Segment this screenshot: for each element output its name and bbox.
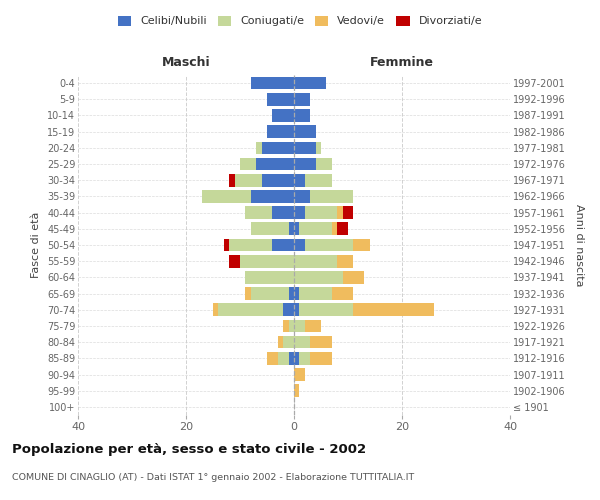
Bar <box>337 206 343 219</box>
Bar <box>251 288 289 300</box>
Bar <box>240 158 256 170</box>
Bar <box>229 238 272 252</box>
Bar <box>294 368 305 381</box>
Bar <box>294 320 305 332</box>
Bar <box>305 320 321 332</box>
Y-axis label: Anni di nascita: Anni di nascita <box>574 204 584 286</box>
Legend: Celibi/Nubili, Coniugati/e, Vedovi/e, Divorziati/e: Celibi/Nubili, Coniugati/e, Vedovi/e, Di… <box>118 16 482 26</box>
Bar <box>267 352 278 364</box>
Bar <box>278 352 289 364</box>
Bar <box>305 238 353 252</box>
Bar <box>289 352 294 364</box>
Bar <box>294 288 299 300</box>
Bar <box>229 174 235 186</box>
Bar <box>294 304 299 316</box>
Bar <box>272 109 294 122</box>
Text: Femmine: Femmine <box>370 56 434 70</box>
Bar <box>256 142 262 154</box>
Bar <box>294 206 305 219</box>
Bar <box>289 222 294 235</box>
Bar <box>262 142 294 154</box>
Bar <box>283 336 294 348</box>
Bar <box>235 174 262 186</box>
Bar <box>289 288 294 300</box>
Bar <box>337 255 353 268</box>
Bar <box>251 190 294 202</box>
Bar <box>213 304 218 316</box>
Bar <box>294 222 299 235</box>
Bar <box>229 255 240 268</box>
Bar <box>256 158 294 170</box>
Bar <box>267 126 294 138</box>
Text: Popolazione per età, sesso e stato civile - 2002: Popolazione per età, sesso e stato civil… <box>12 442 366 456</box>
Bar <box>294 93 310 106</box>
Bar <box>305 206 337 219</box>
Bar <box>294 174 305 186</box>
Bar <box>294 271 343 283</box>
Bar <box>294 255 337 268</box>
Bar <box>240 255 294 268</box>
Bar <box>251 222 289 235</box>
Bar <box>310 352 332 364</box>
Bar <box>353 304 434 316</box>
Bar <box>353 238 370 252</box>
Bar <box>262 174 294 186</box>
Bar <box>283 320 289 332</box>
Bar <box>272 206 294 219</box>
Bar <box>299 288 332 300</box>
Bar <box>310 190 353 202</box>
Bar <box>337 222 348 235</box>
Bar <box>332 222 337 235</box>
Bar <box>310 336 332 348</box>
Y-axis label: Fasce di età: Fasce di età <box>31 212 41 278</box>
Bar <box>218 304 283 316</box>
Text: COMUNE DI CINAGLIO (AT) - Dati ISTAT 1° gennaio 2002 - Elaborazione TUTTITALIA.I: COMUNE DI CINAGLIO (AT) - Dati ISTAT 1° … <box>12 472 414 482</box>
Bar <box>294 126 316 138</box>
Bar <box>294 238 305 252</box>
Bar <box>316 142 321 154</box>
Bar <box>294 109 310 122</box>
Bar <box>202 190 251 202</box>
Bar <box>294 158 316 170</box>
Bar <box>294 384 299 397</box>
Bar <box>294 352 299 364</box>
Bar <box>245 206 272 219</box>
Bar <box>267 93 294 106</box>
Bar <box>299 222 332 235</box>
Bar <box>294 190 310 202</box>
Bar <box>294 142 316 154</box>
Text: Maschi: Maschi <box>161 56 211 70</box>
Bar <box>245 288 251 300</box>
Bar <box>289 320 294 332</box>
Bar <box>245 271 294 283</box>
Bar <box>299 352 310 364</box>
Bar <box>294 336 310 348</box>
Bar <box>343 271 364 283</box>
Bar <box>224 238 229 252</box>
Bar <box>299 304 353 316</box>
Bar <box>332 288 353 300</box>
Bar <box>251 77 294 90</box>
Bar <box>278 336 283 348</box>
Bar <box>272 238 294 252</box>
Bar <box>316 158 332 170</box>
Bar <box>305 174 332 186</box>
Bar <box>294 77 326 90</box>
Bar <box>343 206 353 219</box>
Bar <box>283 304 294 316</box>
